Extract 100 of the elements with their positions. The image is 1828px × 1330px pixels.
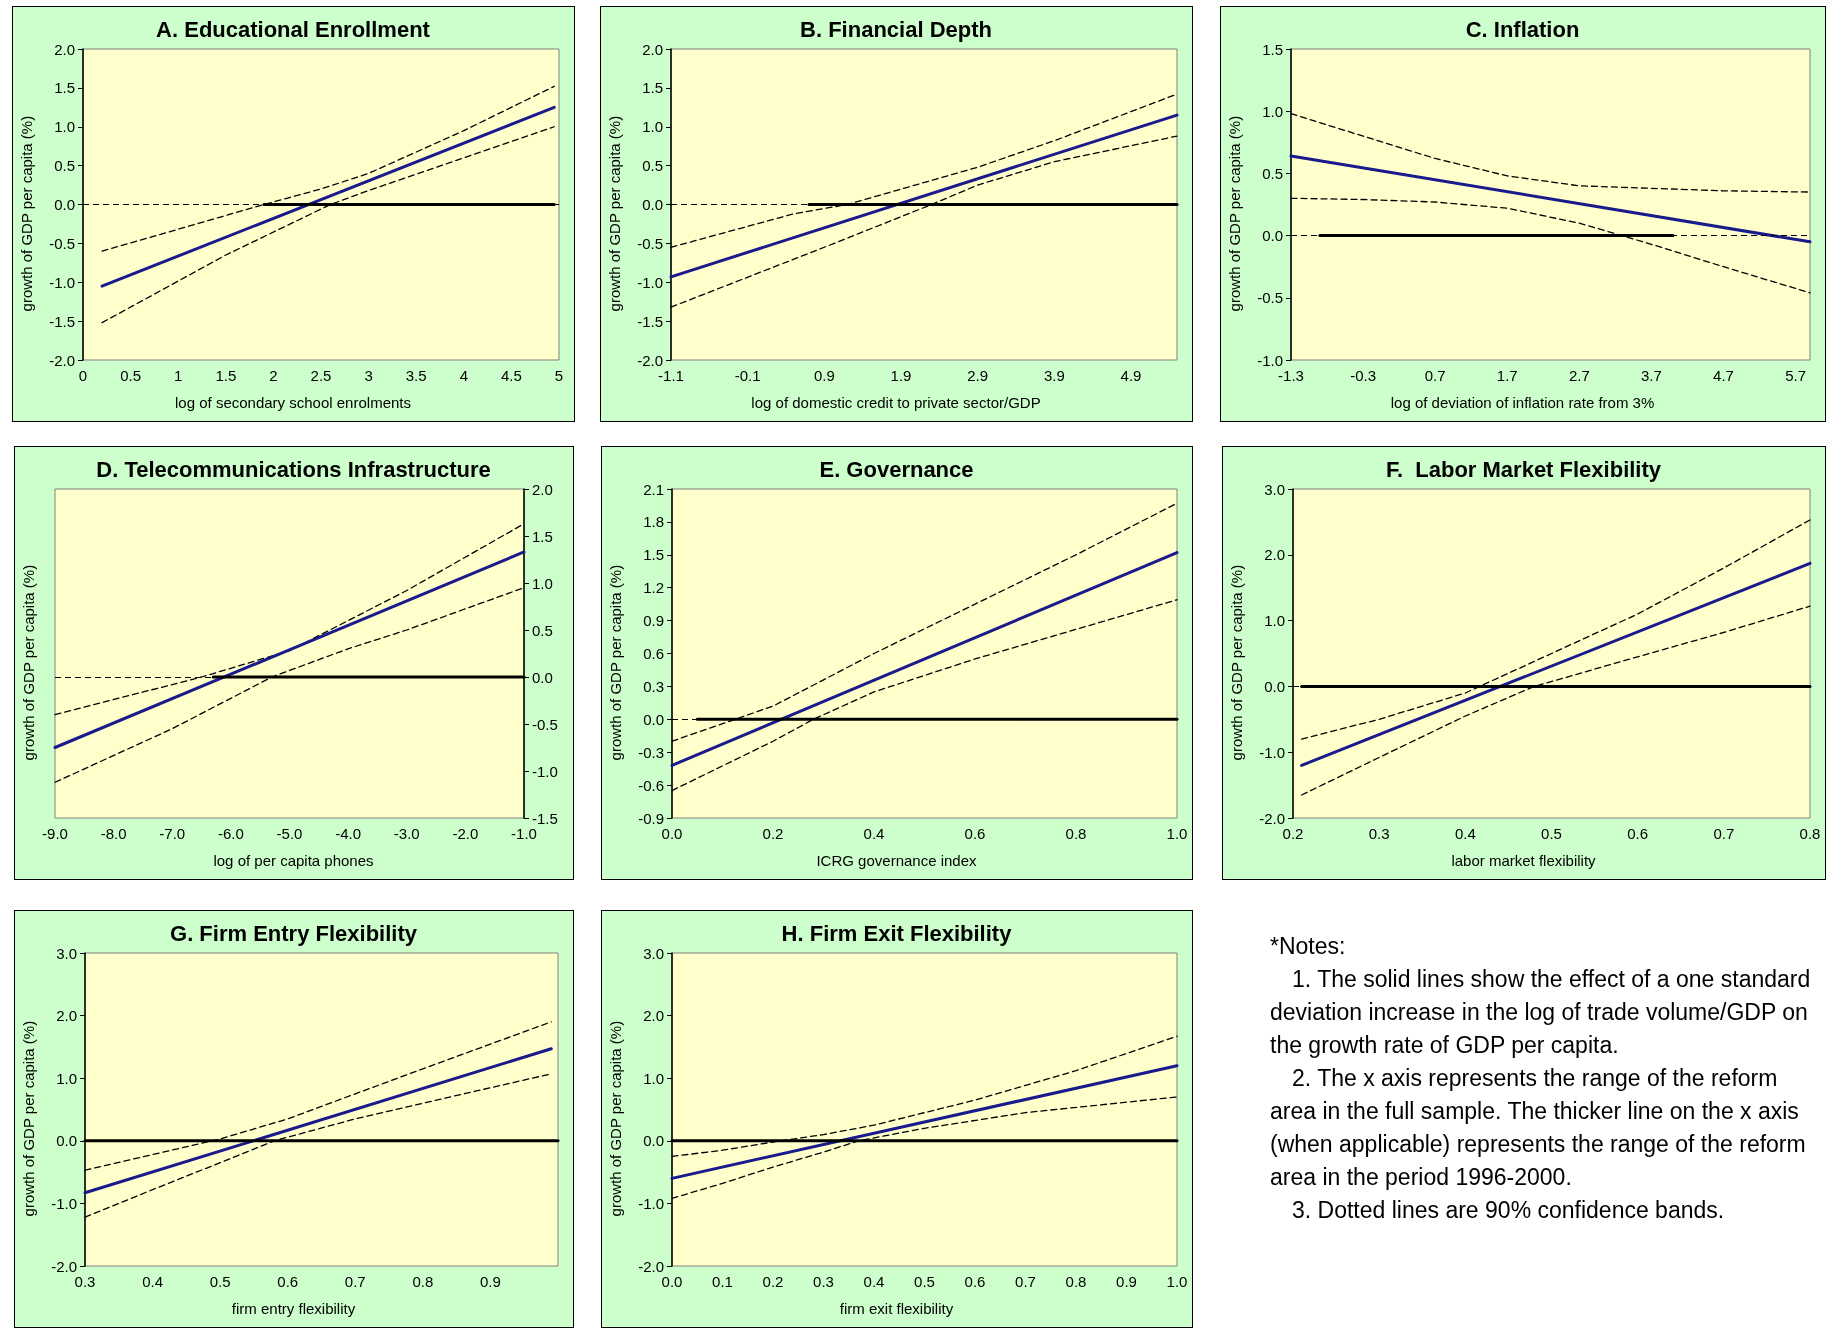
y-tick-label: 3.0	[643, 944, 664, 962]
x-tick-label: 1.0	[1166, 1273, 1188, 1290]
x-tick-label: 3	[364, 367, 373, 384]
x-tick-label: 0.2	[1282, 825, 1304, 842]
y-tick-label: 0.6	[643, 645, 664, 662]
y-tick-label: 1.0	[54, 118, 75, 136]
x-tick-label: 0.6	[964, 1273, 986, 1290]
x-tick-label: -9.0	[42, 825, 68, 842]
x-tick-label: 0.7	[1713, 825, 1735, 842]
y-tick-label: -1.0	[532, 762, 558, 780]
x-tick-label: -7.0	[159, 825, 186, 842]
x-tick-label: 4.9	[1120, 367, 1142, 384]
x-tick-label: 3.7	[1640, 367, 1662, 384]
x-tick-label: 0.8	[412, 1273, 434, 1290]
x-tick-label: 2.5	[310, 367, 332, 384]
x-tick-label: 0.5	[120, 367, 142, 384]
x-tick-label: -4.0	[335, 825, 362, 842]
y-tick-label: 0.5	[532, 621, 553, 639]
y-axis-title: growth of GDP per capita (%)	[20, 1020, 37, 1217]
text: 2. The x axis represents the range of the reform area in the full sample. The thicker line on the x axis (when applicable) represents the range of the reform area in the period 1996-2000.	[1270, 1064, 1807, 1192]
chart-title: B. Financial Depth	[800, 16, 992, 42]
y-tick-label: 1.0	[56, 1069, 77, 1087]
text: 3. Dotted lines are 90% confidence bands.	[1291, 1196, 1726, 1225]
x-axis-title: firm exit flexibility	[839, 1300, 954, 1317]
x-tick-label: -2.0	[452, 825, 479, 842]
y-tick-label: 2.0	[56, 1007, 77, 1025]
chart-title: C. Inflation	[1465, 16, 1580, 42]
x-tick-label: -0.3	[1350, 367, 1377, 384]
y-tick-label: -2.0	[638, 1257, 664, 1275]
y-tick-label: -0.5	[637, 234, 663, 252]
y-tick-label: 0.0	[1264, 677, 1285, 695]
y-tick-label: -0.9	[638, 809, 664, 827]
x-tick-label: 5.7	[1785, 367, 1807, 384]
x-tick-label: 0.0	[661, 825, 683, 842]
x-tick-label: 0.8	[1799, 825, 1821, 842]
x-axis-title: log of deviation of inflation rate from 3%	[1390, 394, 1655, 411]
x-tick-label: 4.7	[1713, 367, 1734, 384]
x-tick-label: 0	[78, 367, 88, 384]
x-tick-label: 1.7	[1496, 367, 1518, 384]
y-tick-label: -1.0	[638, 1194, 664, 1212]
y-tick-label: 0.0	[54, 196, 75, 213]
y-tick-label: -1.0	[637, 273, 663, 291]
chart-title: H. Firm Exit Flexibility	[781, 920, 1013, 946]
x-tick-label: 0.6	[277, 1273, 299, 1290]
y-tick-label: 0.3	[643, 677, 664, 695]
y-tick-label: -1.0	[51, 1194, 77, 1212]
x-tick-label: -1.3	[1278, 367, 1304, 384]
y-tick-label: -1.5	[532, 809, 558, 827]
x-axis-title: firm entry flexibility	[231, 1300, 356, 1317]
y-tick-label: -1.5	[49, 312, 75, 330]
x-tick-label: 0.4	[142, 1273, 163, 1290]
y-tick-label: 2.0	[532, 480, 553, 498]
x-tick-label: 1.9	[890, 367, 912, 384]
y-tick-label: -2.0	[637, 351, 663, 369]
y-axis-title: growth of GDP per capita (%)	[607, 564, 624, 761]
y-axis-title: growth of GDP per capita (%)	[607, 1020, 624, 1217]
y-tick-label: 0.0	[643, 710, 664, 728]
x-tick-label: 0.7	[1424, 367, 1446, 384]
y-tick-label: 0.0	[643, 1132, 664, 1150]
x-tick-label: 0.9	[480, 1273, 501, 1290]
y-tick-label: 1.0	[532, 574, 553, 592]
x-tick-label: 0.7	[1015, 1273, 1036, 1290]
y-tick-label: -1.0	[49, 273, 75, 291]
y-tick-label: 0.0	[1262, 227, 1283, 245]
y-tick-label: 2.1	[643, 480, 664, 498]
x-tick-label: 2	[269, 367, 278, 384]
x-tick-label: 0.0	[661, 1273, 683, 1290]
y-tick-label: 0.5	[642, 157, 663, 175]
x-tick-label: 0.5	[1541, 825, 1562, 842]
y-tick-label: 1.5	[1262, 40, 1283, 58]
x-tick-label: 4.5	[500, 367, 522, 384]
x-tick-label: 0.3	[1368, 825, 1390, 842]
y-tick-label: -1.5	[637, 312, 663, 330]
x-tick-label: 0.6	[964, 825, 986, 842]
x-tick-label: 0.8	[1065, 825, 1087, 842]
x-tick-label: -0.1	[734, 367, 761, 384]
x-tick-label: 1.5	[215, 367, 237, 384]
x-tick-label: 4	[459, 367, 468, 384]
y-tick-label: -2.0	[51, 1257, 77, 1275]
x-tick-label: 0.4	[1454, 825, 1476, 842]
y-tick-label: -0.5	[1257, 289, 1283, 307]
text: 1. The solid lines show the effect of a one standard deviation increase in the log of trade volume/GDP on the growth rate of GDP per capita.	[1270, 965, 1812, 1060]
y-tick-label: 1.8	[643, 513, 664, 531]
y-tick-label: 1.5	[532, 527, 553, 545]
x-tick-label: 0.5	[209, 1273, 231, 1290]
text: *Notes:	[1270, 932, 1347, 961]
x-tick-label: 1	[174, 367, 183, 384]
y-tick-label: 0.5	[54, 157, 75, 175]
x-tick-label: -6.0	[217, 825, 244, 842]
y-tick-label: 3.0	[56, 944, 77, 962]
x-tick-label: 0.8	[1065, 1273, 1087, 1290]
x-tick-label: 0.2	[762, 825, 784, 842]
x-axis-title: log of secondary school enrolments	[175, 394, 411, 411]
x-tick-label: -1.1	[658, 367, 684, 384]
y-axis-title: growth of GDP per capita (%)	[18, 115, 35, 312]
x-tick-label: 2.7	[1568, 367, 1590, 384]
x-tick-label: 0.4	[863, 1273, 885, 1290]
x-tick-label: 0.6	[1627, 825, 1649, 842]
y-tick-label: 1.5	[642, 79, 663, 97]
y-tick-label: 0.9	[643, 612, 664, 630]
